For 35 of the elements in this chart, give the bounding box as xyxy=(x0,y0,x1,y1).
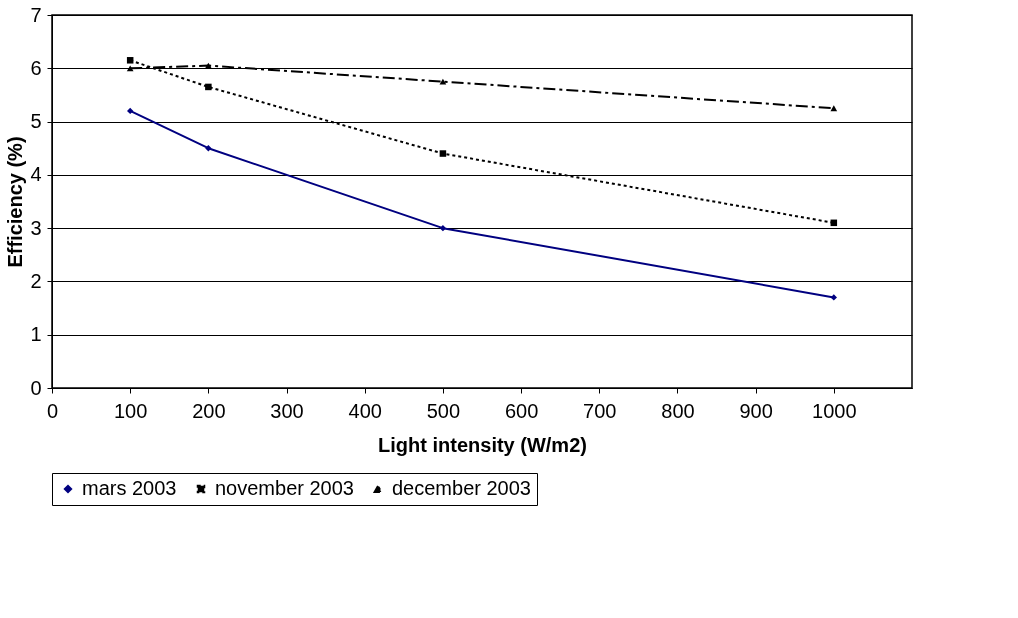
x-tick-label: 700 xyxy=(583,399,617,422)
x-tick-label: 0 xyxy=(46,399,59,422)
point xyxy=(127,107,134,115)
point xyxy=(205,145,212,152)
x-tick-label: 1000 xyxy=(812,399,857,422)
point xyxy=(830,105,838,112)
y-tick-label: 5 xyxy=(30,110,42,133)
point xyxy=(205,83,212,91)
legend-label: november 2003 xyxy=(215,477,354,499)
y-tick-label: 6 xyxy=(30,56,42,79)
point xyxy=(126,57,134,64)
x-tick-label: 600 xyxy=(504,399,539,422)
point xyxy=(126,65,134,72)
x-tick-label: 200 xyxy=(192,399,226,422)
y-tick-label: 0 xyxy=(30,376,42,399)
legend-label: december 2003 xyxy=(392,477,531,499)
x-tick-label: 500 xyxy=(426,399,461,422)
y-tick-label: 4 xyxy=(30,163,42,186)
y-axis-title: Efficiency (%) xyxy=(4,136,27,268)
y-tick-label: 3 xyxy=(30,216,42,239)
x-tick-label: 800 xyxy=(661,399,695,422)
legend-label: mars 2003 xyxy=(82,477,177,499)
y-tick-label: 7 xyxy=(30,3,42,26)
point xyxy=(439,224,447,232)
point xyxy=(205,62,212,69)
point xyxy=(439,78,447,85)
x-tick-label: 400 xyxy=(348,399,382,422)
x-tick-label: 300 xyxy=(270,399,304,422)
point xyxy=(830,294,837,301)
y-tick-label: 1 xyxy=(30,323,42,346)
x-tick-label: 900 xyxy=(739,399,773,422)
x-axis-title: Light intensity (W/m2) xyxy=(378,433,587,456)
y-tick-label: 2 xyxy=(30,269,42,292)
point xyxy=(439,150,447,157)
x-tick-label: 100 xyxy=(113,399,148,422)
